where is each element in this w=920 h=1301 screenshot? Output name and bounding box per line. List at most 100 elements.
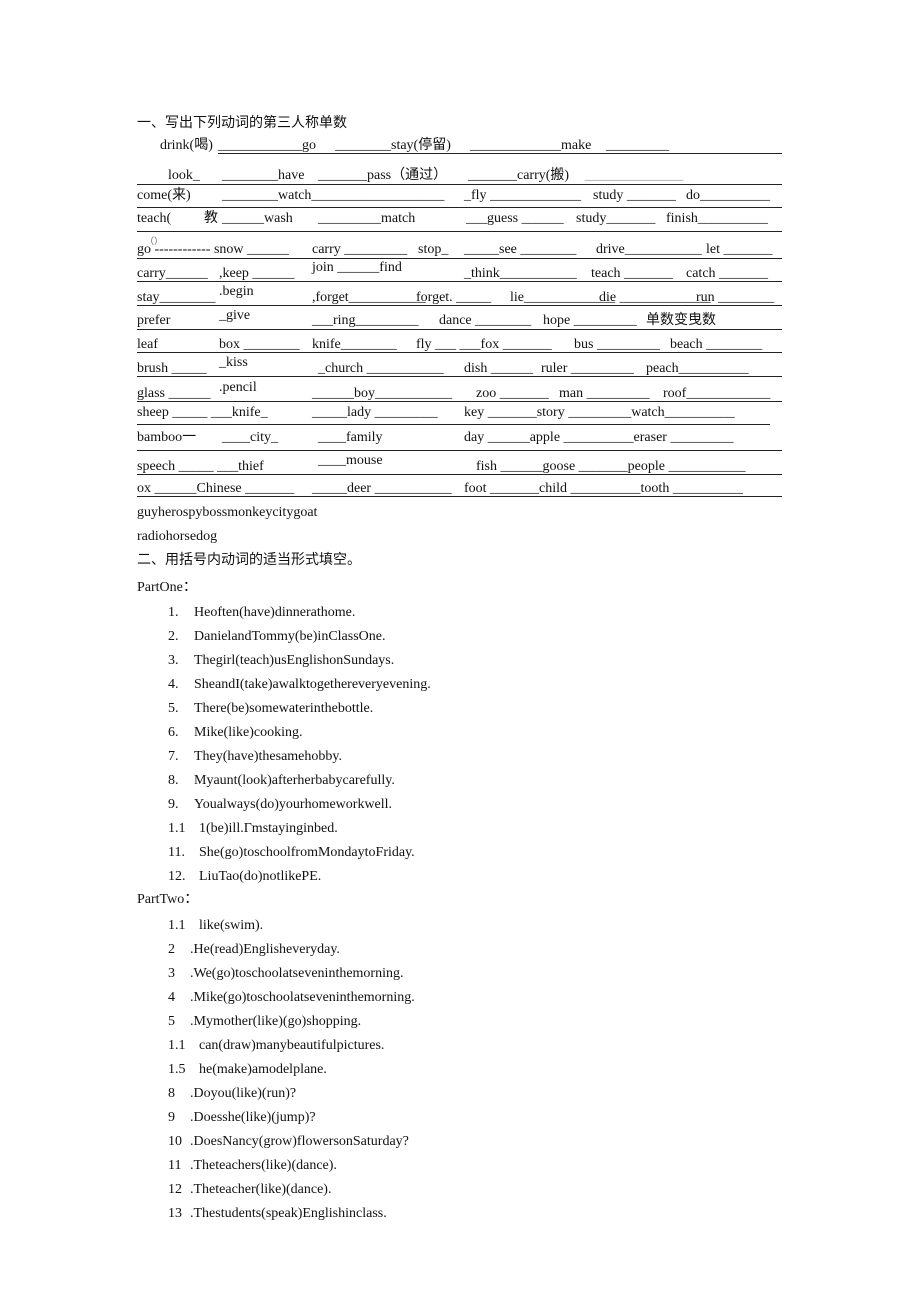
verb-cell: look_ (168, 168, 200, 183)
item-text: Youalways(do)yourhomeworkwell. (194, 797, 393, 812)
row-rule (137, 401, 782, 402)
verb-cell: fish ______goose _______people _________… (476, 459, 746, 474)
item-number: 1.1 (168, 918, 186, 933)
verb-cell: box ________ (219, 337, 300, 352)
verb-cell: run ________ (696, 290, 775, 305)
item-text: Myaunt(look)afterherbabycarefully. (194, 773, 395, 788)
verb-cell: ,keep ______ (219, 266, 295, 281)
item-text: Mike(like)cooking. (194, 725, 303, 740)
item-number: 5 (168, 1014, 175, 1029)
item-number: 9. (168, 797, 179, 812)
verb-cell: man _________ (559, 386, 650, 401)
item-number: 11. (168, 845, 185, 860)
verb-cell: ______boy___________ (312, 386, 452, 401)
verb-cell: speech _____ ___thief (137, 459, 264, 474)
item-number: 5. (168, 701, 179, 716)
verb-cell: study_______ (576, 211, 656, 226)
verb-cell: fly ___ ___fox _______ (416, 337, 552, 352)
verb-cell: key _______story _________watch_________… (464, 405, 735, 420)
item-number: 2. (168, 629, 179, 644)
verb-cell: foot _______child __________tooth ______… (464, 481, 743, 496)
item-number: 12 (168, 1182, 182, 1197)
verb-cell: drink(喝) (160, 138, 213, 153)
verb-cell: .pencil (219, 380, 257, 395)
item-text: .Thestudents(speak)Englishinclass. (190, 1206, 387, 1221)
verb-cell: leaf (137, 337, 158, 352)
item-text: She(go)toschoolfromMondaytoFriday. (199, 845, 415, 860)
item-text: .We(go)toschoolatseveninthemorning. (190, 966, 404, 981)
item-text: Heoften(have)dinnerathome. (194, 605, 356, 620)
item-text: Thegirl(teach)usEnglishonSundays. (194, 653, 395, 668)
item-number: 11 (168, 1158, 182, 1173)
row-rule (137, 352, 782, 353)
verb-cell: .begin (219, 284, 254, 299)
verb-cell: _____see ________ (464, 242, 577, 257)
row-rule (137, 376, 782, 377)
item-number: 8 (168, 1086, 175, 1101)
item-text: DanielandTommy(be)inClassOne. (194, 629, 386, 644)
verb-cell: knife________ (312, 337, 397, 352)
verb-cell: ________stay(停留) (335, 138, 451, 153)
verb-cell: ___ring_________ (312, 313, 419, 328)
verb-cell: prefer (137, 313, 171, 328)
item-text: .DoesNancy(grow)flowersonSaturday? (190, 1134, 409, 1149)
item-number: 4 (168, 990, 175, 1005)
verb-cell: _______carry(搬) (468, 168, 570, 183)
row-rule (218, 153, 782, 154)
section2-title: 二、用括号内动词的适当形式填空。 (137, 553, 361, 568)
verb-cell: lie_____________ (510, 290, 615, 305)
verb-cell: come(来) (137, 188, 191, 203)
verb-cell: 教 (204, 211, 218, 226)
row-rule (137, 450, 782, 451)
verb-cell: study _______ (593, 188, 676, 203)
item-number: 2 (168, 942, 175, 957)
item-text: like(swim). (199, 918, 264, 933)
verb-cell: ______________ (585, 168, 683, 183)
verb-cell: catch _______ (686, 266, 769, 281)
item-number: 6. (168, 725, 179, 740)
verb-cell: bamboo一 (137, 430, 197, 445)
verb-cell: ____city_ (222, 430, 278, 445)
verb-cell: ___guess ______ (466, 211, 564, 226)
item-text: .He(read)Englisheveryday. (190, 942, 340, 957)
verb-cell: ox ______Chinese _______ (137, 481, 295, 496)
item-text: .Mymother(like)(go)shopping. (190, 1014, 362, 1029)
item-number: 7. (168, 749, 179, 764)
verb-cell: ,forget___________ (312, 290, 426, 305)
row-rule (137, 329, 782, 330)
verb-cell: drive___________ (596, 242, 702, 257)
verb-cell: _give (219, 308, 251, 323)
item-text: There(be)somewaterinthebottle. (194, 701, 374, 716)
verb-cell: beach ________ (670, 337, 763, 352)
row-rule (137, 305, 782, 306)
verb-cell: stop_ (418, 242, 449, 257)
verb-cell: _fly _____________ (464, 188, 582, 203)
item-text: They(have)thesamehobby. (194, 749, 342, 764)
verb-cell: 单数变曳数 (646, 313, 716, 328)
verb-cell: join ______find (312, 260, 402, 275)
extra-line: radiohorsedog (137, 529, 218, 544)
verb-cell: teach( (137, 211, 172, 226)
verb-cell: _________ (606, 138, 669, 153)
verb-cell: ____mouse (318, 453, 383, 468)
item-text: .Theteacher(like)(dance). (190, 1182, 332, 1197)
row-rule (137, 424, 770, 425)
teach-fragment: （） (145, 236, 164, 246)
verb-cell: glass ______ (137, 386, 211, 401)
item-number: 3 (168, 966, 175, 981)
verb-cell: finish__________ (666, 211, 768, 226)
row-rule (137, 231, 782, 232)
verb-cell: ________watch___________________ (222, 188, 445, 203)
verb-cell: hope _________ (543, 313, 637, 328)
item-number: 4. (168, 677, 179, 692)
item-text: SheandI(take)awalktogethereveryevening. (194, 677, 431, 692)
verb-cell: forget. _____ (416, 290, 492, 305)
row-rule (137, 207, 782, 208)
item-text: he(make)amodelplane. (199, 1062, 327, 1077)
verb-cell: die _____________ (599, 290, 711, 305)
verb-cell: bus _________ (574, 337, 660, 352)
verb-cell: ____________go (218, 138, 316, 153)
item-number: 3. (168, 653, 179, 668)
item-text: .Doesshe(like)(jump)? (190, 1110, 316, 1125)
row-rule (137, 258, 782, 259)
